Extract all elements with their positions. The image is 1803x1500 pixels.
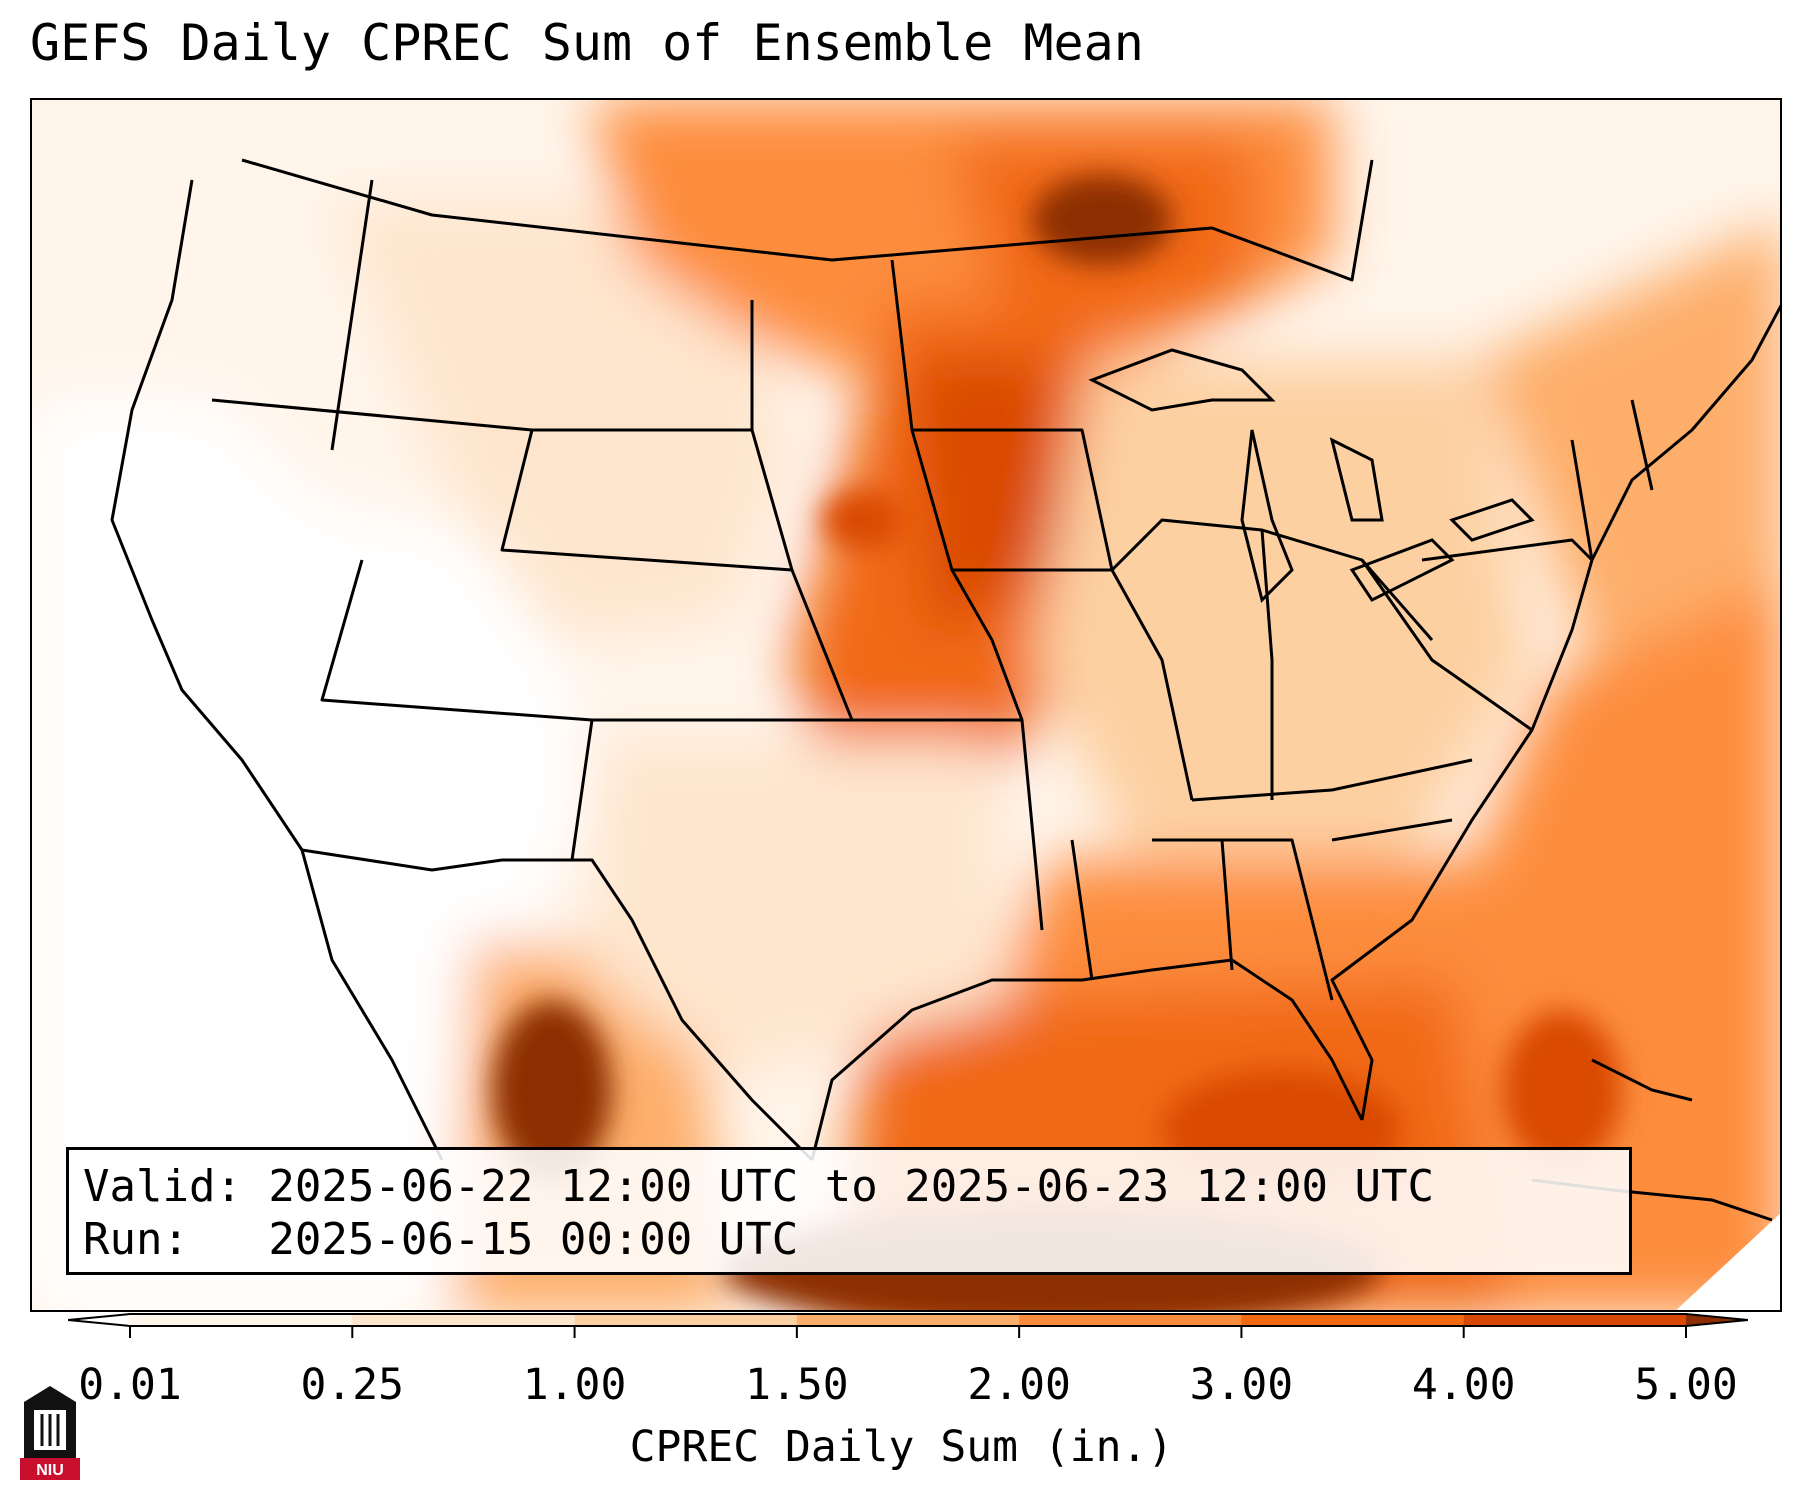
canada-border	[241, 158, 1374, 282]
colorbar-label: CPREC Daily Sum (in.)	[629, 1422, 1174, 1472]
colorbar-segment	[1463, 1314, 1687, 1326]
colorbar-segment	[130, 1314, 353, 1326]
colorbar-segment	[1019, 1314, 1242, 1326]
niu-building-logo-icon: NIU	[20, 1386, 80, 1480]
colorbar-tick-label: 3.00	[1189, 1360, 1294, 1410]
mexico-border	[301, 848, 814, 1162]
colorbar-ticks	[129, 1326, 1687, 1338]
colorbar-segment	[1241, 1314, 1465, 1326]
boundary-lines	[110, 158, 1780, 1162]
colorbar-tick-label: 0.25	[300, 1360, 405, 1410]
colorbar-extend-low	[68, 1314, 130, 1326]
page-title: GEFS Daily CPREC Sum of Ensemble Mean	[30, 14, 1144, 72]
baja-coastline	[300, 849, 444, 1161]
colorbar-tick-label: 4.00	[1411, 1360, 1516, 1410]
colorbar-segment	[352, 1314, 576, 1326]
valid-run-info-box: Valid: 2025-06-22 12:00 UTC to 2025-06-2…	[66, 1147, 1632, 1275]
colorbar-tick-label: 1.00	[522, 1360, 627, 1410]
logo-text: NIU	[36, 1462, 64, 1479]
logo-band	[20, 1458, 80, 1480]
colorbar-segments	[68, 1314, 1748, 1326]
great-lakes	[1088, 348, 1535, 603]
colorbar-tick-label: 0.01	[78, 1360, 182, 1410]
precip-map	[32, 100, 1780, 1310]
map-panel	[30, 98, 1782, 1312]
colorbar-segment	[574, 1314, 798, 1326]
colorbar-extend-high	[1686, 1314, 1748, 1326]
valid-time-text: Valid: 2025-06-22 12:00 UTC to 2025-06-2…	[83, 1161, 1435, 1212]
projection-edge	[1676, 1213, 1780, 1310]
colorbar-tick-label: 2.00	[967, 1360, 1071, 1410]
run-time-text: Run: 2025-06-15 00:00 UTC	[83, 1214, 799, 1265]
colorbar-tick-label: 5.00	[1634, 1360, 1738, 1410]
pacific-coastline	[110, 179, 304, 851]
colorbar-segment	[796, 1314, 1020, 1326]
atlantic-coastline	[1330, 304, 1780, 1121]
colorbar-tick-label: 1.50	[745, 1360, 849, 1410]
colorbar	[68, 1313, 1748, 1338]
gulf-coastline	[810, 958, 1364, 1161]
logo-columns	[40, 1414, 60, 1446]
